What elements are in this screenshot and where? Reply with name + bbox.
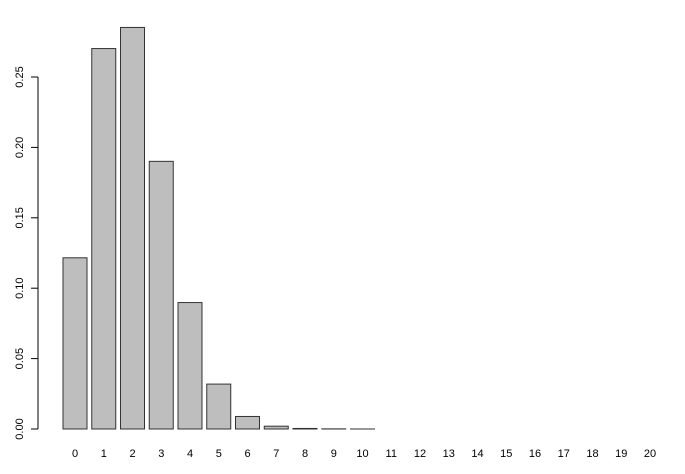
x-tick-label: 18 [586, 448, 598, 460]
bar [62, 257, 88, 430]
x-tick-label: 7 [273, 448, 279, 460]
x-tick-label: 11 [386, 448, 397, 460]
bar [177, 302, 203, 430]
bar [91, 48, 117, 430]
x-tick-label: 15 [500, 448, 512, 460]
x-tick-label: 12 [414, 448, 426, 460]
x-tick-label: 5 [216, 448, 222, 460]
x-tick-label: 13 [443, 448, 455, 460]
x-tick-label: 0 [72, 448, 78, 460]
x-tick-label: 2 [129, 448, 135, 460]
bar [206, 383, 232, 430]
y-tick-label: 0.00 [14, 418, 26, 439]
x-tick-label: 9 [331, 448, 337, 460]
bar [120, 26, 145, 430]
x-tick-label: 14 [471, 448, 483, 460]
x-tick-label: 19 [615, 448, 627, 460]
x-tick-label: 20 [644, 448, 656, 460]
x-tick-label: 10 [356, 448, 368, 460]
bar [148, 160, 174, 430]
y-tick-label: 0.10 [14, 277, 26, 298]
y-tick-label: 0.15 [14, 207, 26, 228]
bar [292, 427, 318, 430]
y-tick-label: 0.05 [14, 348, 26, 369]
bar [235, 415, 260, 430]
x-tick-label: 4 [187, 448, 193, 460]
x-tick-label: 8 [302, 448, 308, 460]
y-tick-label: 0.25 [14, 66, 26, 87]
x-tick-label: 3 [158, 448, 164, 460]
x-tick-label: 17 [558, 448, 570, 460]
x-tick-label: 6 [244, 448, 250, 460]
x-tick-label: 16 [529, 448, 541, 460]
bar [263, 425, 289, 430]
y-tick-label: 0.20 [14, 137, 26, 158]
x-tick-label: 1 [101, 448, 107, 460]
